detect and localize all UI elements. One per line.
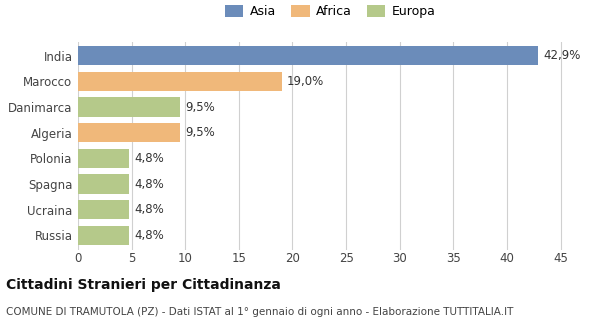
Text: 4,8%: 4,8% [135,178,164,191]
Bar [78,72,282,91]
Bar [78,174,130,194]
Text: 4,8%: 4,8% [135,152,164,165]
Bar [78,149,130,168]
Bar [78,98,180,117]
Text: 9,5%: 9,5% [185,100,215,114]
Text: Cittadini Stranieri per Cittadinanza: Cittadini Stranieri per Cittadinanza [6,278,281,292]
Bar [78,200,130,220]
Text: 9,5%: 9,5% [185,126,215,139]
Text: 19,0%: 19,0% [287,75,325,88]
Text: 42,9%: 42,9% [544,49,581,62]
Text: 4,8%: 4,8% [135,229,164,242]
Bar [78,46,538,65]
Bar [78,123,180,142]
Legend: Asia, Africa, Europa: Asia, Africa, Europa [222,2,438,21]
Text: 4,8%: 4,8% [135,203,164,216]
Text: COMUNE DI TRAMUTOLA (PZ) - Dati ISTAT al 1° gennaio di ogni anno - Elaborazione : COMUNE DI TRAMUTOLA (PZ) - Dati ISTAT al… [6,307,514,317]
Bar [78,226,130,245]
